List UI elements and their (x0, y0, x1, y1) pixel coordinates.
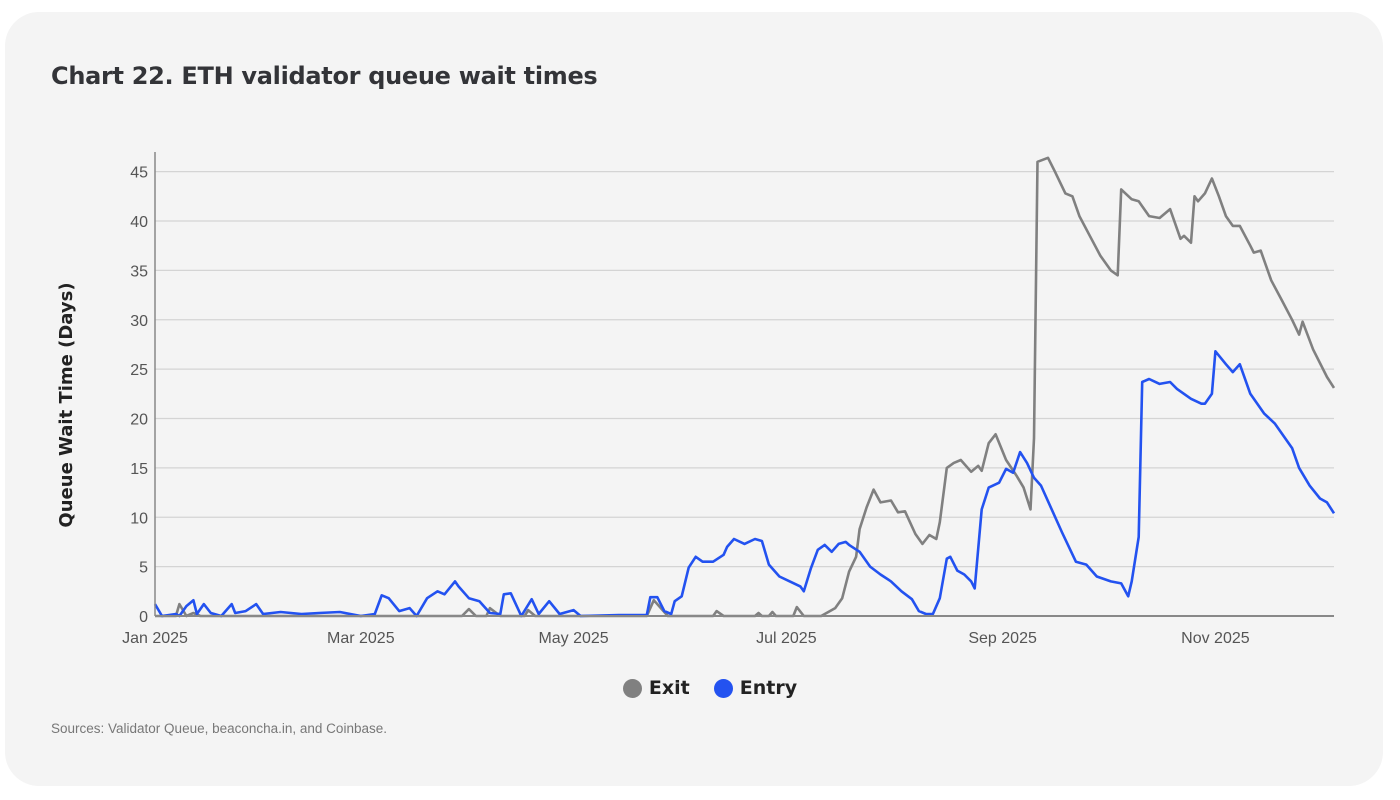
y-tick-label: 15 (130, 461, 148, 478)
x-tick-label: Jan 2025 (122, 630, 188, 647)
legend-swatch-entry (713, 678, 733, 698)
y-tick-label: 10 (130, 510, 148, 527)
x-tick-label: May 2025 (538, 630, 608, 647)
y-tick-label: 20 (130, 412, 148, 429)
y-tick-label: 35 (130, 263, 148, 280)
y-tick-label: 0 (139, 609, 148, 626)
y-tick-label: 45 (130, 165, 148, 182)
x-tick-label: Mar 2025 (327, 630, 395, 647)
series-lines (153, 156, 1336, 618)
x-tick-label: Nov 2025 (1181, 630, 1250, 647)
series-line-exit (155, 156, 1336, 618)
legend: Exit Entry (0, 677, 1400, 699)
chart-title: Chart 22. ETH validator queue wait times (51, 62, 598, 90)
chart-card (5, 12, 1383, 786)
y-tick-label: 30 (130, 313, 148, 330)
y-axis-label: Queue Wait Time (Days) (56, 282, 77, 527)
legend-label-entry: Entry (739, 677, 798, 699)
source-note: Sources: Validator Queue, beaconcha.in, … (51, 721, 387, 736)
y-tick-label: 40 (130, 214, 148, 231)
legend-item-entry[interactable]: Entry (713, 677, 798, 699)
series-line-entry (153, 350, 1336, 618)
x-tick-label: Sep 2025 (968, 630, 1037, 647)
x-tick-label: Jul 2025 (756, 630, 817, 647)
y-axis-ticks: 0 5 10 15 20 25 30 35 40 45 (130, 165, 148, 626)
legend-label-exit: Exit (648, 677, 690, 699)
x-axis-ticks: Jan 2025 Mar 2025 May 2025 Jul 2025 Sep 2025… (122, 630, 1250, 647)
y-tick-label: 5 (139, 560, 148, 577)
legend-item-exit[interactable]: Exit (622, 677, 690, 699)
gridlines (155, 170, 1334, 568)
legend-swatch-exit (622, 678, 642, 698)
y-tick-label: 25 (130, 362, 148, 379)
